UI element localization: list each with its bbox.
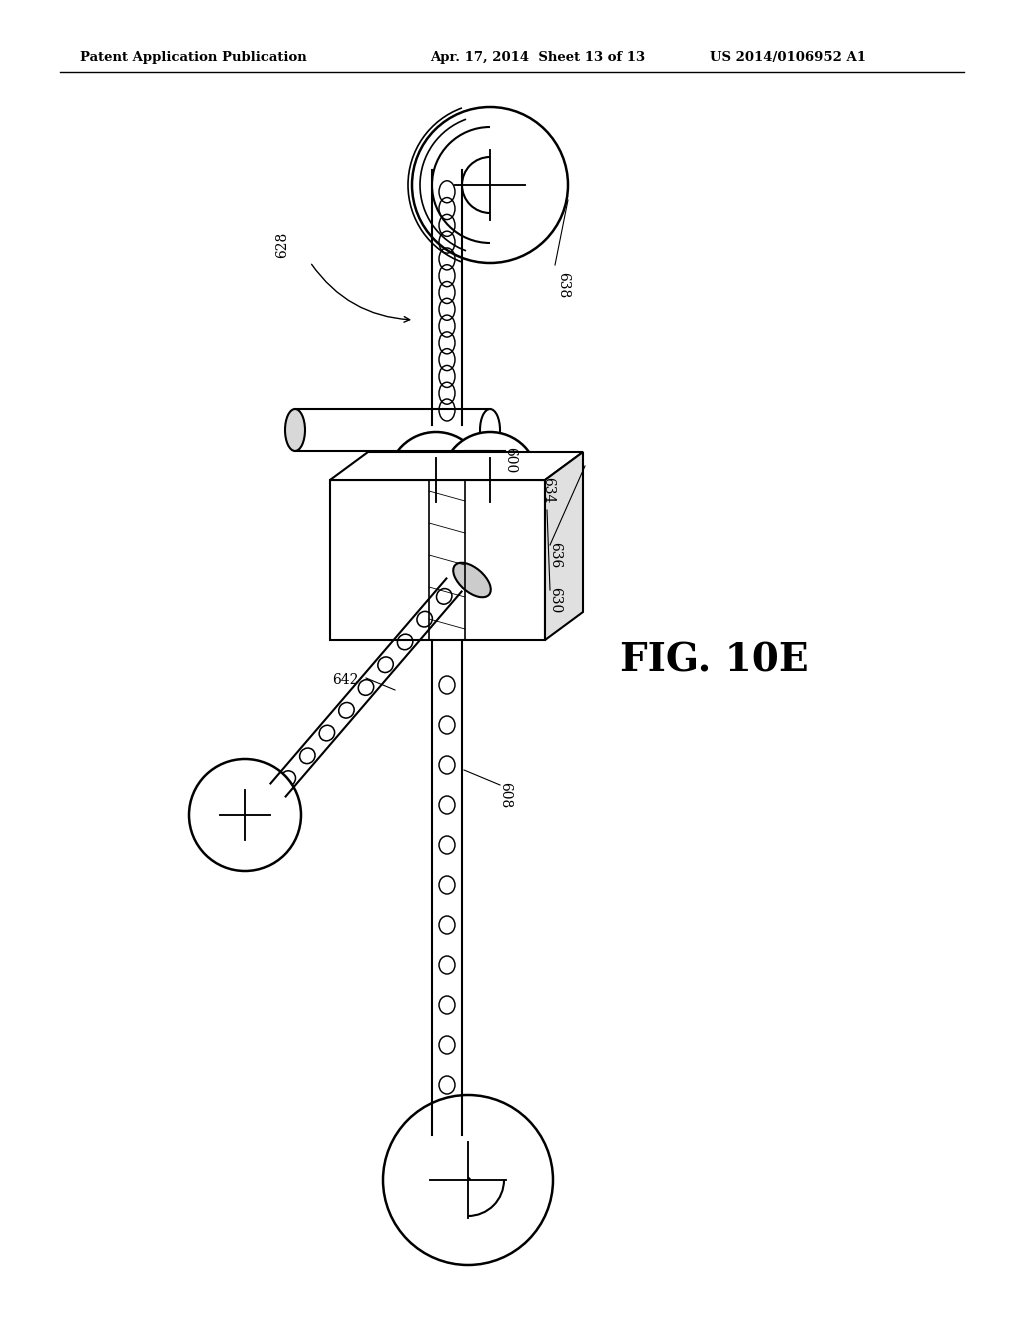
Bar xyxy=(330,480,545,640)
Text: 634: 634 xyxy=(541,477,555,503)
Text: Patent Application Publication: Patent Application Publication xyxy=(80,51,307,65)
Text: 636: 636 xyxy=(548,543,562,568)
Ellipse shape xyxy=(454,562,490,597)
Text: 638: 638 xyxy=(556,272,570,298)
Polygon shape xyxy=(545,451,583,640)
Ellipse shape xyxy=(480,409,500,451)
Circle shape xyxy=(383,1096,553,1265)
Text: 642: 642 xyxy=(332,673,358,686)
Circle shape xyxy=(189,759,301,871)
Text: 608: 608 xyxy=(498,781,512,808)
Circle shape xyxy=(442,432,538,528)
Text: FIG. 10E: FIG. 10E xyxy=(620,642,809,678)
Text: Apr. 17, 2014  Sheet 13 of 13: Apr. 17, 2014 Sheet 13 of 13 xyxy=(430,51,645,65)
Text: 628: 628 xyxy=(275,232,289,259)
Ellipse shape xyxy=(285,409,305,451)
Text: 630: 630 xyxy=(548,587,562,612)
Text: US 2014/0106952 A1: US 2014/0106952 A1 xyxy=(710,51,866,65)
Text: 600: 600 xyxy=(503,447,517,473)
Polygon shape xyxy=(330,451,583,480)
Circle shape xyxy=(388,432,484,528)
Circle shape xyxy=(412,107,568,263)
